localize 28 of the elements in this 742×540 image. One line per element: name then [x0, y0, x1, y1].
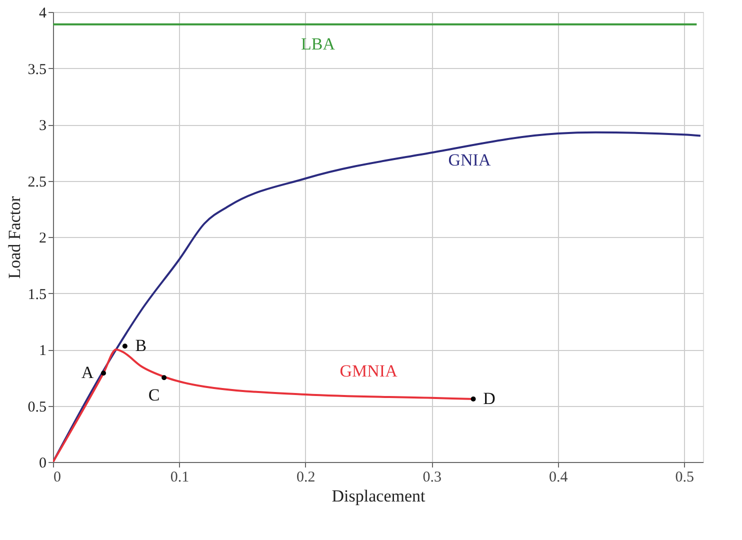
- y-tick-label: 2: [39, 230, 46, 246]
- x-axis-title: Displacement: [332, 486, 426, 506]
- y-tick-label: 3: [39, 118, 46, 134]
- y-tick-label: 3.5: [28, 62, 46, 78]
- y-tick-label: 1.5: [28, 286, 46, 303]
- series-label: LBA: [301, 34, 336, 54]
- annotation: C: [148, 386, 160, 405]
- point: [162, 375, 167, 380]
- point: [100, 370, 106, 376]
- y-tick-label: 2.5: [28, 174, 46, 190]
- y-axis-title: Load Factor: [4, 196, 24, 279]
- x-tick-label: 0.3: [422, 470, 442, 486]
- point: [470, 396, 476, 402]
- y-tick-label: 4: [39, 6, 47, 22]
- annotation: B: [135, 336, 147, 356]
- series-label: GNIA: [448, 150, 492, 170]
- x-tick-label: 0.1: [170, 470, 190, 486]
- y-tick-label: 1: [39, 343, 46, 359]
- x-tick-label: 0.4: [548, 470, 568, 486]
- x-tick-label: 0.5: [675, 470, 694, 486]
- annotation: D: [483, 389, 496, 408]
- x-tick-label: 0: [54, 470, 61, 486]
- y-tick-label: 0.5: [28, 399, 46, 416]
- annotation: A: [81, 363, 94, 382]
- y-tick-label: 0: [39, 456, 46, 472]
- series-label: GMNIA: [340, 361, 398, 380]
- x-tick-label: 0.2: [296, 470, 316, 486]
- point: [122, 344, 128, 349]
